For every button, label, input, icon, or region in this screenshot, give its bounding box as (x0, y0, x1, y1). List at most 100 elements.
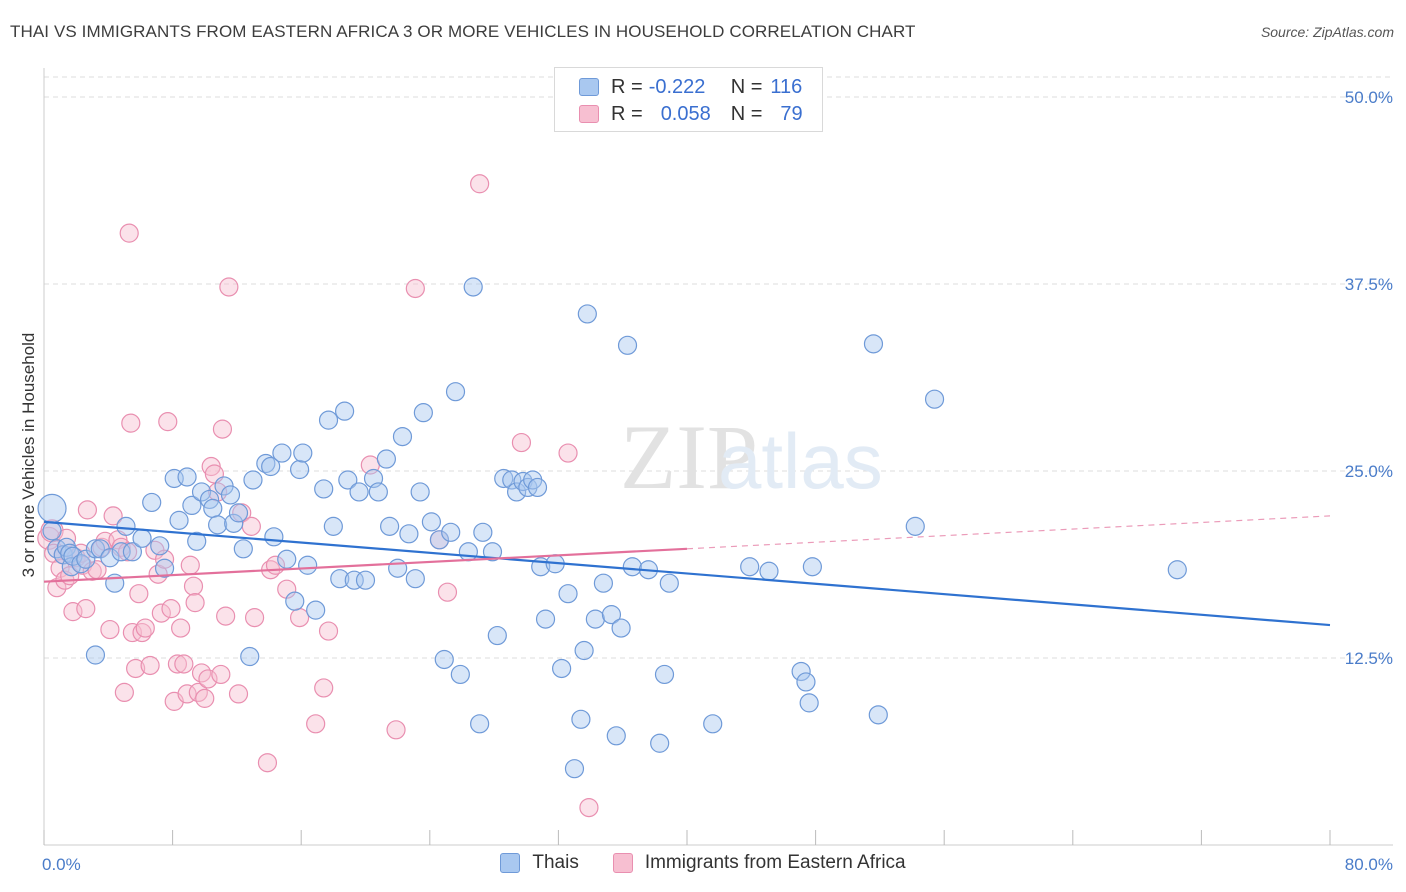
x-tick-label: 80.0% (1345, 855, 1393, 874)
point-immigrants (289, 608, 310, 628)
point-thais (399, 524, 419, 544)
point-immigrants (185, 593, 205, 613)
point-immigrants (558, 443, 578, 463)
point-thais (473, 522, 493, 542)
point-thais (243, 470, 263, 490)
point-thais (463, 277, 483, 297)
point-thais (306, 600, 326, 620)
legend-item-thais[interactable]: Thais (500, 852, 579, 874)
point-immigrants (437, 582, 458, 602)
point-thais (759, 561, 779, 581)
point-thais (298, 555, 318, 575)
point-thais (507, 482, 527, 502)
point-immigrants (167, 654, 188, 674)
point-thais (116, 516, 136, 536)
point-immigrants (219, 277, 239, 297)
point-thais (142, 492, 162, 513)
point-thais (863, 334, 884, 354)
point-thais (611, 618, 631, 638)
point-immigrants (212, 419, 233, 439)
point-thais (558, 584, 578, 604)
point-immigrants (511, 432, 532, 453)
legend-r-label: R = (611, 75, 643, 98)
point-thais (564, 759, 585, 779)
legend-r-label: R = (611, 102, 643, 125)
point-immigrants (174, 654, 194, 674)
x-tick-label: 0.0% (42, 855, 81, 874)
point-thais (494, 468, 514, 489)
point-thais (264, 527, 284, 547)
trend-line-immigrants (43, 547, 688, 583)
legend-swatch-thais (500, 853, 521, 873)
point-immigrants (257, 753, 278, 773)
point-thais (150, 536, 170, 556)
axes (43, 68, 1393, 846)
point-thais (470, 714, 490, 734)
point-thais (802, 557, 822, 577)
point-thais (441, 522, 461, 542)
point-thais (293, 443, 313, 463)
chart-title: THAI VS IMMIGRANTS FROM EASTERN AFRICA 3… (10, 22, 916, 41)
point-thais (535, 609, 556, 629)
point-thais (122, 542, 143, 562)
point-thais (330, 569, 350, 589)
point-immigrants (76, 599, 96, 619)
point-thais (338, 470, 358, 490)
watermark-zip: ZIP (620, 406, 758, 508)
point-thais (905, 516, 925, 536)
point-thais (552, 658, 572, 679)
point-thais (368, 482, 388, 502)
point-thais (405, 569, 425, 589)
point-thais (349, 482, 369, 502)
point-thais (458, 542, 478, 562)
point-thais (220, 485, 241, 505)
y-tick-label: 50.0% (1345, 88, 1393, 107)
point-immigrants (244, 608, 265, 628)
point-thais (791, 661, 811, 682)
legend-r-value: 0.058 (660, 102, 711, 125)
point-thais (100, 548, 120, 568)
point-immigrants (198, 669, 218, 689)
point-thais (318, 410, 339, 430)
point-thais (182, 495, 202, 516)
point-thais (335, 401, 355, 421)
point-immigrants (211, 664, 231, 685)
point-thais (450, 664, 470, 685)
point-immigrants (158, 412, 178, 432)
point-immigrants (117, 542, 138, 562)
legend-item-immigrants[interactable]: Immigrants from Eastern Africa (612, 852, 906, 874)
point-thais (574, 640, 594, 661)
y-tick-label: 37.5% (1345, 275, 1393, 294)
point-thais (740, 557, 760, 577)
point-immigrants (241, 516, 261, 536)
legend-label-thais: Thais (532, 852, 579, 873)
point-thais (261, 456, 281, 477)
point-immigrants (161, 599, 181, 619)
point-thais (388, 558, 408, 578)
point-thais (154, 558, 175, 578)
stats-legend: R = -0.222 N = 116 R = 0.058 N = 79 (554, 67, 823, 132)
y-axis-label: 3 or more Vehicles in Household (19, 333, 38, 578)
point-thais (650, 733, 670, 753)
legend-row-thais: R = -0.222 N = 116 (579, 74, 802, 100)
point-immigrants (314, 678, 334, 698)
point-thais (482, 542, 503, 562)
point-thais (392, 426, 413, 447)
point-thais (233, 539, 253, 559)
y-tick-labels: 12.5% 25.0% 37.5% 50.0% (1345, 88, 1393, 668)
series-immigrants-points (37, 174, 599, 818)
trend-line-thais (43, 520, 1331, 627)
point-immigrants (386, 720, 406, 740)
point-immigrants (140, 655, 160, 676)
point-immigrants (47, 578, 67, 598)
point-thais (421, 512, 442, 532)
point-immigrants (103, 506, 123, 526)
point-immigrants (180, 555, 200, 575)
point-thais (380, 516, 400, 536)
point-thais (924, 389, 945, 409)
point-immigrants (77, 500, 98, 520)
point-immigrants (119, 223, 139, 243)
point-thais (228, 503, 249, 523)
point-thais (224, 513, 244, 533)
